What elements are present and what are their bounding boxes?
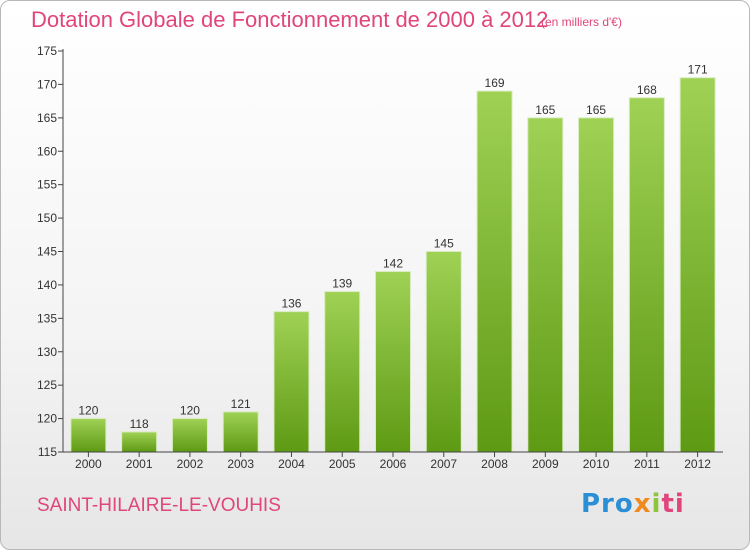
x-tick-label-2006: 2006 [380, 457, 407, 471]
data-label-2008: 169 [485, 76, 505, 90]
x-tick-label-2002: 2002 [177, 457, 204, 471]
place-name: SAINT-HILAIRE-LE-VOUHIS [37, 495, 281, 516]
bar-2000 [70, 418, 107, 453]
bar-2011 [628, 97, 665, 453]
y-tick-label: 155 [37, 178, 57, 192]
x-tick-label-2001: 2001 [126, 457, 153, 471]
logo-part-i: i [651, 489, 662, 519]
bar-2004 [273, 311, 310, 453]
x-tick-label-2005: 2005 [329, 457, 356, 471]
data-label-2012: 171 [688, 63, 708, 77]
x-tick-label-2012: 2012 [684, 457, 711, 471]
y-tick-label: 135 [37, 311, 57, 325]
x-tick-label-2004: 2004 [278, 457, 305, 471]
x-tick-label-2011: 2011 [634, 457, 660, 471]
bar-2003 [222, 411, 259, 453]
x-tick-label-2007: 2007 [430, 457, 457, 471]
y-tick-label: 145 [37, 245, 57, 259]
y-tick-label: 150 [37, 211, 57, 225]
y-tick-label: 170 [37, 77, 57, 91]
data-label-2011: 168 [637, 83, 657, 97]
data-label-2006: 142 [383, 257, 403, 271]
y-tick-label: 120 [37, 412, 57, 426]
x-tick-label-2000: 2000 [75, 457, 102, 471]
y-tick-label: 130 [37, 345, 57, 359]
data-label-2009: 165 [535, 103, 555, 117]
y-tick-label: 115 [38, 445, 57, 459]
bar-2001 [121, 431, 158, 453]
logo-part-pro: Pro [581, 489, 634, 519]
data-label-2000: 120 [78, 404, 98, 418]
y-tick-label: 175 [37, 44, 57, 58]
bar-2006 [375, 271, 411, 453]
y-tick-label: 165 [37, 111, 57, 125]
data-label-2001: 118 [130, 417, 149, 431]
data-label-2010: 165 [586, 103, 606, 117]
data-label-2005: 139 [332, 277, 352, 291]
logo-part-ti: ti [661, 489, 685, 519]
data-label-2007: 145 [434, 237, 454, 251]
chart-title: Dotation Globale de Fonctionnement de 20… [31, 7, 549, 32]
chart-subtitle: (en milliers d'€) [541, 15, 622, 29]
bar-2005 [324, 291, 361, 453]
y-tick-label: 125 [37, 378, 57, 392]
bars-group: 120 118 120 121 136 139 142 145 169 165 165 168 171 [70, 63, 716, 453]
y-tick-label: 160 [37, 144, 57, 158]
logo-part-x: x [633, 489, 652, 519]
x-tick-label-2010: 2010 [583, 457, 610, 471]
bar-2008 [476, 90, 513, 453]
bar-2002 [171, 418, 208, 453]
y-tick-label: 140 [37, 278, 57, 292]
axes-group: 115 120 125 130 135 140 145 150 155 160 165 170 175 2… [37, 44, 723, 471]
data-label-2004: 136 [281, 297, 301, 311]
bar-2007 [425, 251, 462, 453]
data-label-2003: 121 [231, 397, 251, 411]
data-label-2002: 120 [180, 404, 200, 418]
bar-2009 [527, 117, 564, 453]
x-tick-label-2008: 2008 [481, 457, 508, 471]
x-tick-label-2003: 2003 [227, 457, 254, 471]
bar-2010 [578, 117, 615, 453]
bar-2012 [679, 77, 716, 453]
x-tick-label-2009: 2009 [532, 457, 559, 471]
proxiti-logo[interactable]: Proxiti [581, 489, 685, 519]
